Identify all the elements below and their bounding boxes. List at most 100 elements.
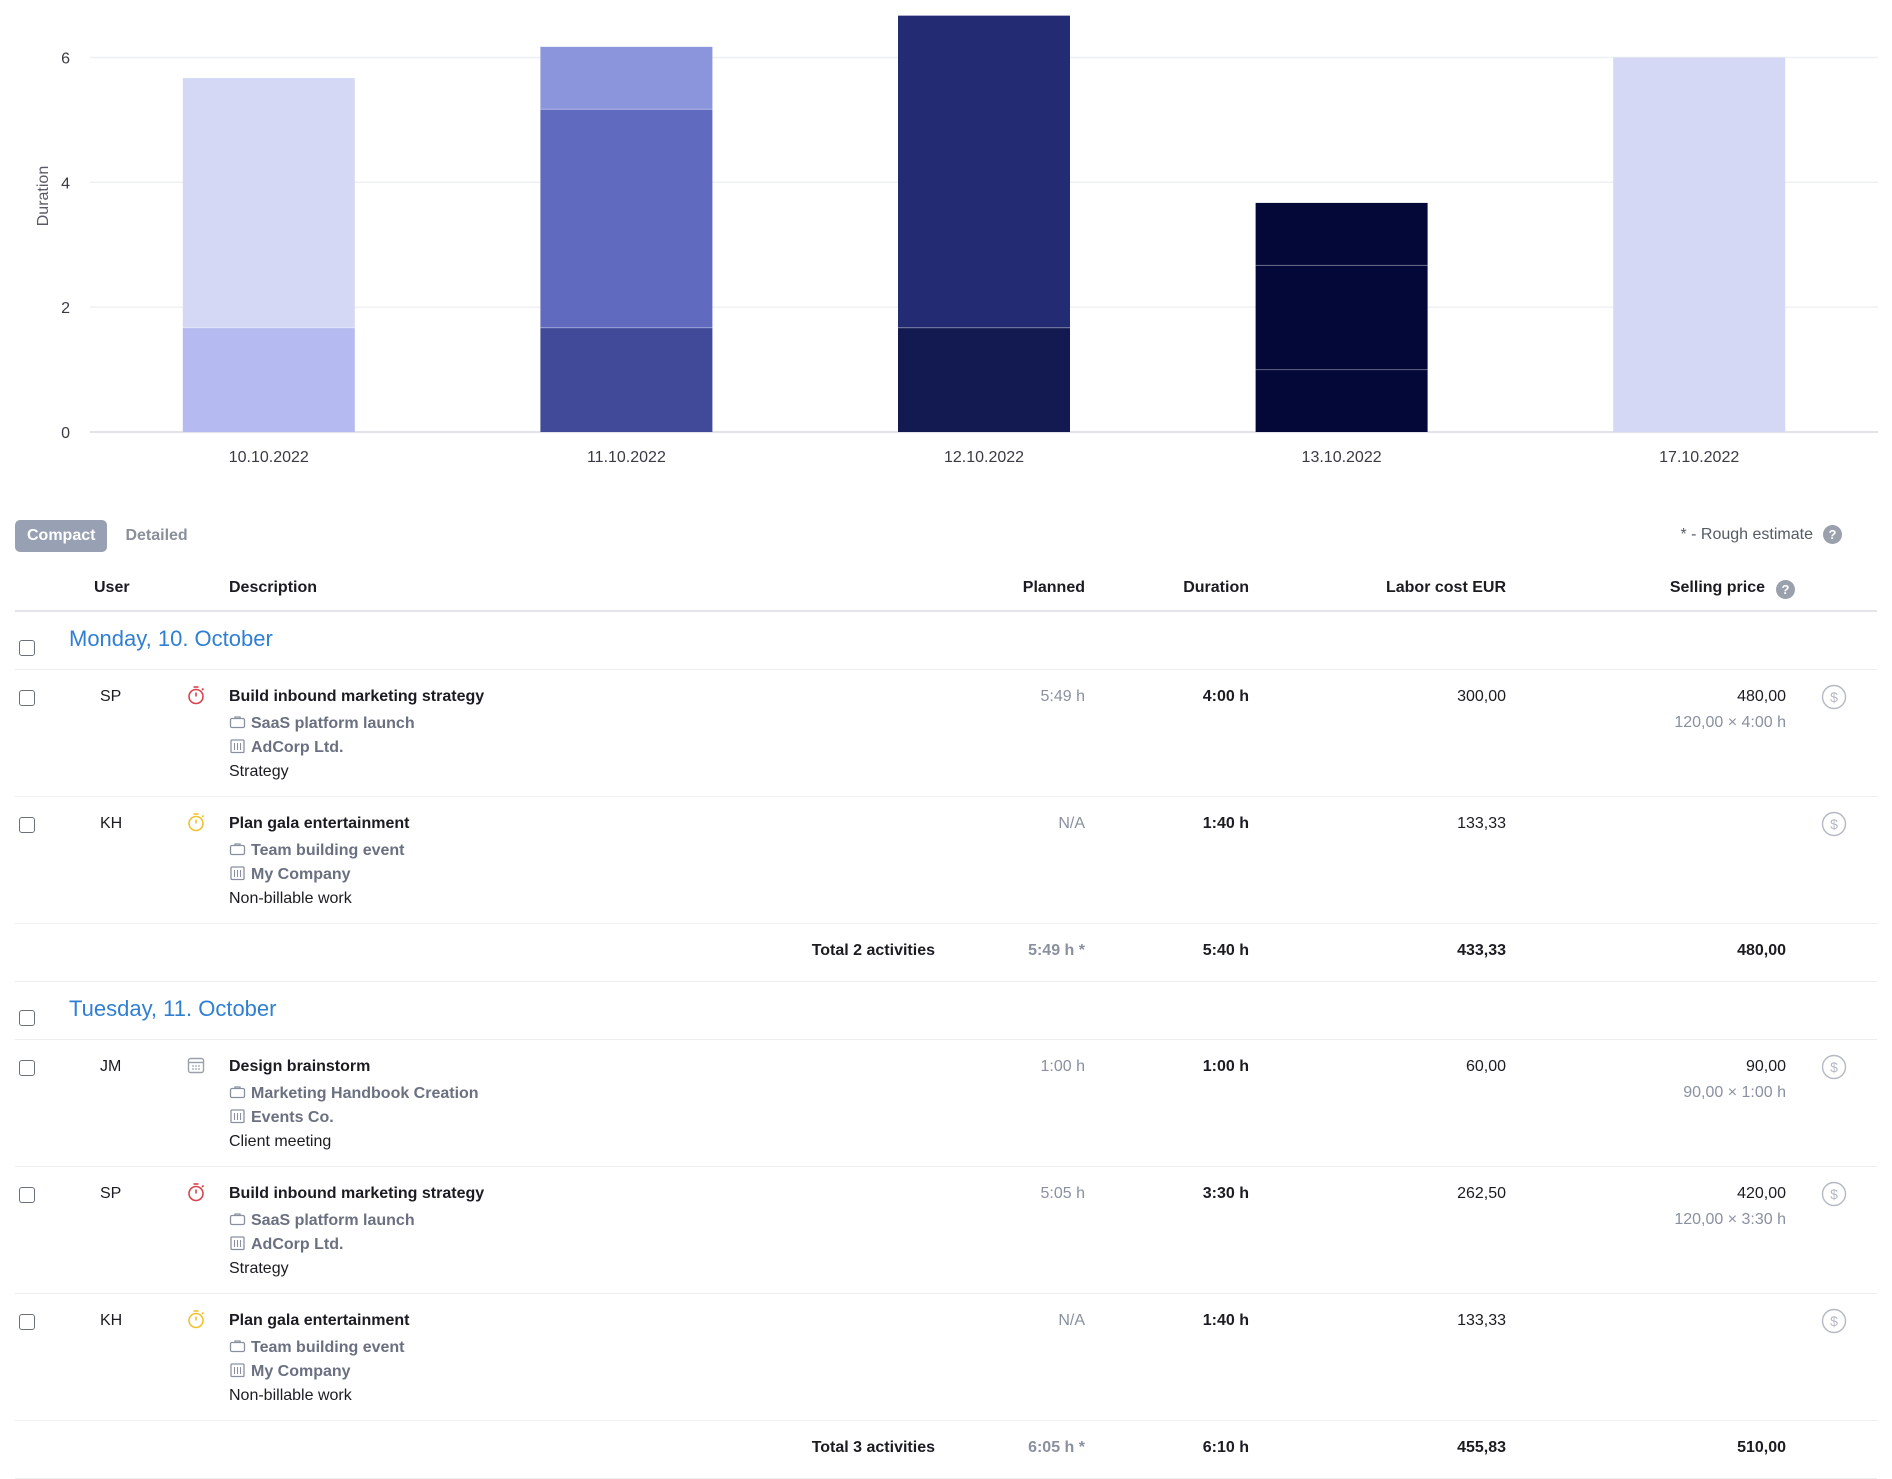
duration-value: 1:40 h [1202,1312,1249,1329]
activity-description: Build inbound marketing strategy SaaS pl… [229,1185,929,1278]
activity-title[interactable]: Build inbound marketing strategy [229,688,485,705]
day-title[interactable]: Tuesday, 11. October [69,996,277,1021]
bar-segment[interactable] [540,46,713,110]
activity-title[interactable]: Design brainstorm [229,1058,371,1075]
activity-category: Strategy [229,763,289,780]
planned-value: 1:00 h [1040,1058,1085,1075]
client-name: Events Co. [251,1109,334,1126]
activity-category: Strategy [229,1260,289,1277]
selling-price-help-icon[interactable]: ? [1776,580,1795,599]
duration-value: 1:00 h [1202,1058,1249,1075]
day-select-checkbox[interactable] [19,1010,35,1026]
table-row[interactable]: JM Design brainstorm Marketing Handbook … [15,1040,1877,1167]
billable-dollar-icon[interactable]: $ [1821,1054,1847,1080]
duration-chart: 0 2 4 6 Duration 10.10.2022 11.10.2022 12.10.20… [0,0,1892,490]
detailed-view-button[interactable]: Detailed [125,527,188,544]
bar-segment[interactable] [540,327,713,432]
day-select-checkbox[interactable] [19,640,35,656]
row-select-checkbox[interactable] [19,1314,35,1330]
svg-text:$: $ [1830,689,1838,705]
x-tick-label: 17.10.2022 [1659,449,1739,466]
chart-svg: 0 2 4 6 Duration 10.10.2022 11.10.2022 12.10.20… [35,15,1878,466]
row-select-checkbox[interactable] [19,1187,35,1203]
activity-title[interactable]: Plan gala entertainment [229,1312,410,1329]
bar-segment[interactable] [1255,369,1428,432]
billable-dollar-icon[interactable]: $ [1821,1308,1847,1334]
bar-segment[interactable] [540,109,713,328]
table-row[interactable]: KH Plan gala entertainment Team building… [15,1294,1877,1421]
y-tick-label: 0 [61,425,70,442]
bar-segment[interactable] [1255,202,1428,266]
billable-dollar-icon[interactable]: $ [1821,811,1847,837]
client-name: AdCorp Ltd. [251,739,344,756]
row-select-checkbox[interactable] [19,817,35,833]
table-row[interactable]: SP Build inbound marketing strategy SaaS… [15,1167,1877,1294]
activity-title[interactable]: Build inbound marketing strategy [229,1185,485,1202]
building-icon [229,1362,246,1383]
total-duration: 5:40 h [1202,942,1249,959]
selling-price-value: 90,00 [1745,1058,1786,1075]
header-duration[interactable]: Duration [1183,579,1249,596]
svg-text:$: $ [1830,1186,1838,1202]
header-planned[interactable]: Planned [1022,579,1085,596]
stopwatch-red-icon [185,1181,207,1203]
table-row[interactable]: KH Plan gala entertainment Team building… [15,797,1877,924]
activity-project[interactable]: Team building event [229,839,929,863]
activity-client[interactable]: Events Co. [229,1106,929,1130]
svg-text:$: $ [1830,816,1838,832]
activity-client[interactable]: My Company [229,1360,929,1384]
client-name: My Company [251,866,351,883]
building-icon [229,865,246,886]
header-user[interactable]: User [94,579,130,596]
selling-price-cell: 90,00 90,00 × 1:00 h [1683,1058,1786,1102]
help-icon[interactable]: ? [1823,525,1842,544]
header-labor-cost[interactable]: Labor cost EUR [1385,579,1506,596]
bar-segment[interactable] [898,15,1070,328]
header-selling-price[interactable]: Selling price [1669,579,1765,596]
table-body: Monday, 10. October SP Build inbound mar… [15,612,1877,1479]
labor-cost-value: 60,00 [1465,1058,1506,1075]
compact-view-button[interactable]: Compact [15,520,108,552]
y-axis-title: Duration [35,166,52,226]
header-description[interactable]: Description [229,579,318,596]
day-total-row: Total 3 activities 6:05 h * 6:10 h 455,8… [15,1421,1877,1479]
selling-price-detail: 90,00 × 1:00 h [1683,1084,1786,1101]
bar-segment[interactable] [1255,265,1428,370]
total-label: Total 3 activities [811,1439,935,1456]
billable-dollar-icon[interactable]: $ [1821,1181,1847,1207]
row-select-checkbox[interactable] [19,1060,35,1076]
table-row[interactable]: SP Build inbound marketing strategy SaaS… [15,670,1877,797]
total-planned: 5:49 h * [1028,942,1085,959]
bar-segment[interactable] [182,327,355,432]
project-name: Team building event [251,842,405,859]
total-selling-price: 480,00 [1737,942,1786,959]
selling-price-detail: 120,00 × 4:00 h [1674,714,1786,731]
planned-value: 5:05 h [1040,1185,1085,1202]
activity-project[interactable]: SaaS platform launch [229,712,929,736]
activity-client[interactable]: AdCorp Ltd. [229,736,929,760]
planned-value: N/A [1058,1312,1085,1329]
x-tick-label: 13.10.2022 [1302,449,1382,466]
building-icon [229,738,246,759]
activity-title[interactable]: Plan gala entertainment [229,815,410,832]
planned-value: N/A [1058,815,1085,832]
row-select-checkbox[interactable] [19,690,35,706]
svg-text:$: $ [1830,1313,1838,1329]
bar-segment[interactable] [898,327,1070,432]
day-title[interactable]: Monday, 10. October [69,626,273,651]
selling-price-value: 480,00 [1737,688,1786,705]
selling-price-detail: 120,00 × 3:30 h [1674,1211,1786,1228]
activity-project[interactable]: SaaS platform launch [229,1209,929,1233]
activity-project[interactable]: Marketing Handbook Creation [229,1082,929,1106]
bar-segment[interactable] [182,78,355,328]
briefcase-icon [229,1211,246,1232]
total-labor-cost: 455,83 [1457,1439,1506,1456]
activity-project[interactable]: Team building event [229,1336,929,1360]
bar-segment[interactable] [1613,57,1786,433]
user-initials: SP [100,688,122,705]
activity-description: Plan gala entertainment Team building ev… [229,815,929,908]
duration-value: 3:30 h [1202,1185,1249,1202]
billable-dollar-icon[interactable]: $ [1821,684,1847,710]
activity-client[interactable]: My Company [229,863,929,887]
activity-client[interactable]: AdCorp Ltd. [229,1233,929,1257]
